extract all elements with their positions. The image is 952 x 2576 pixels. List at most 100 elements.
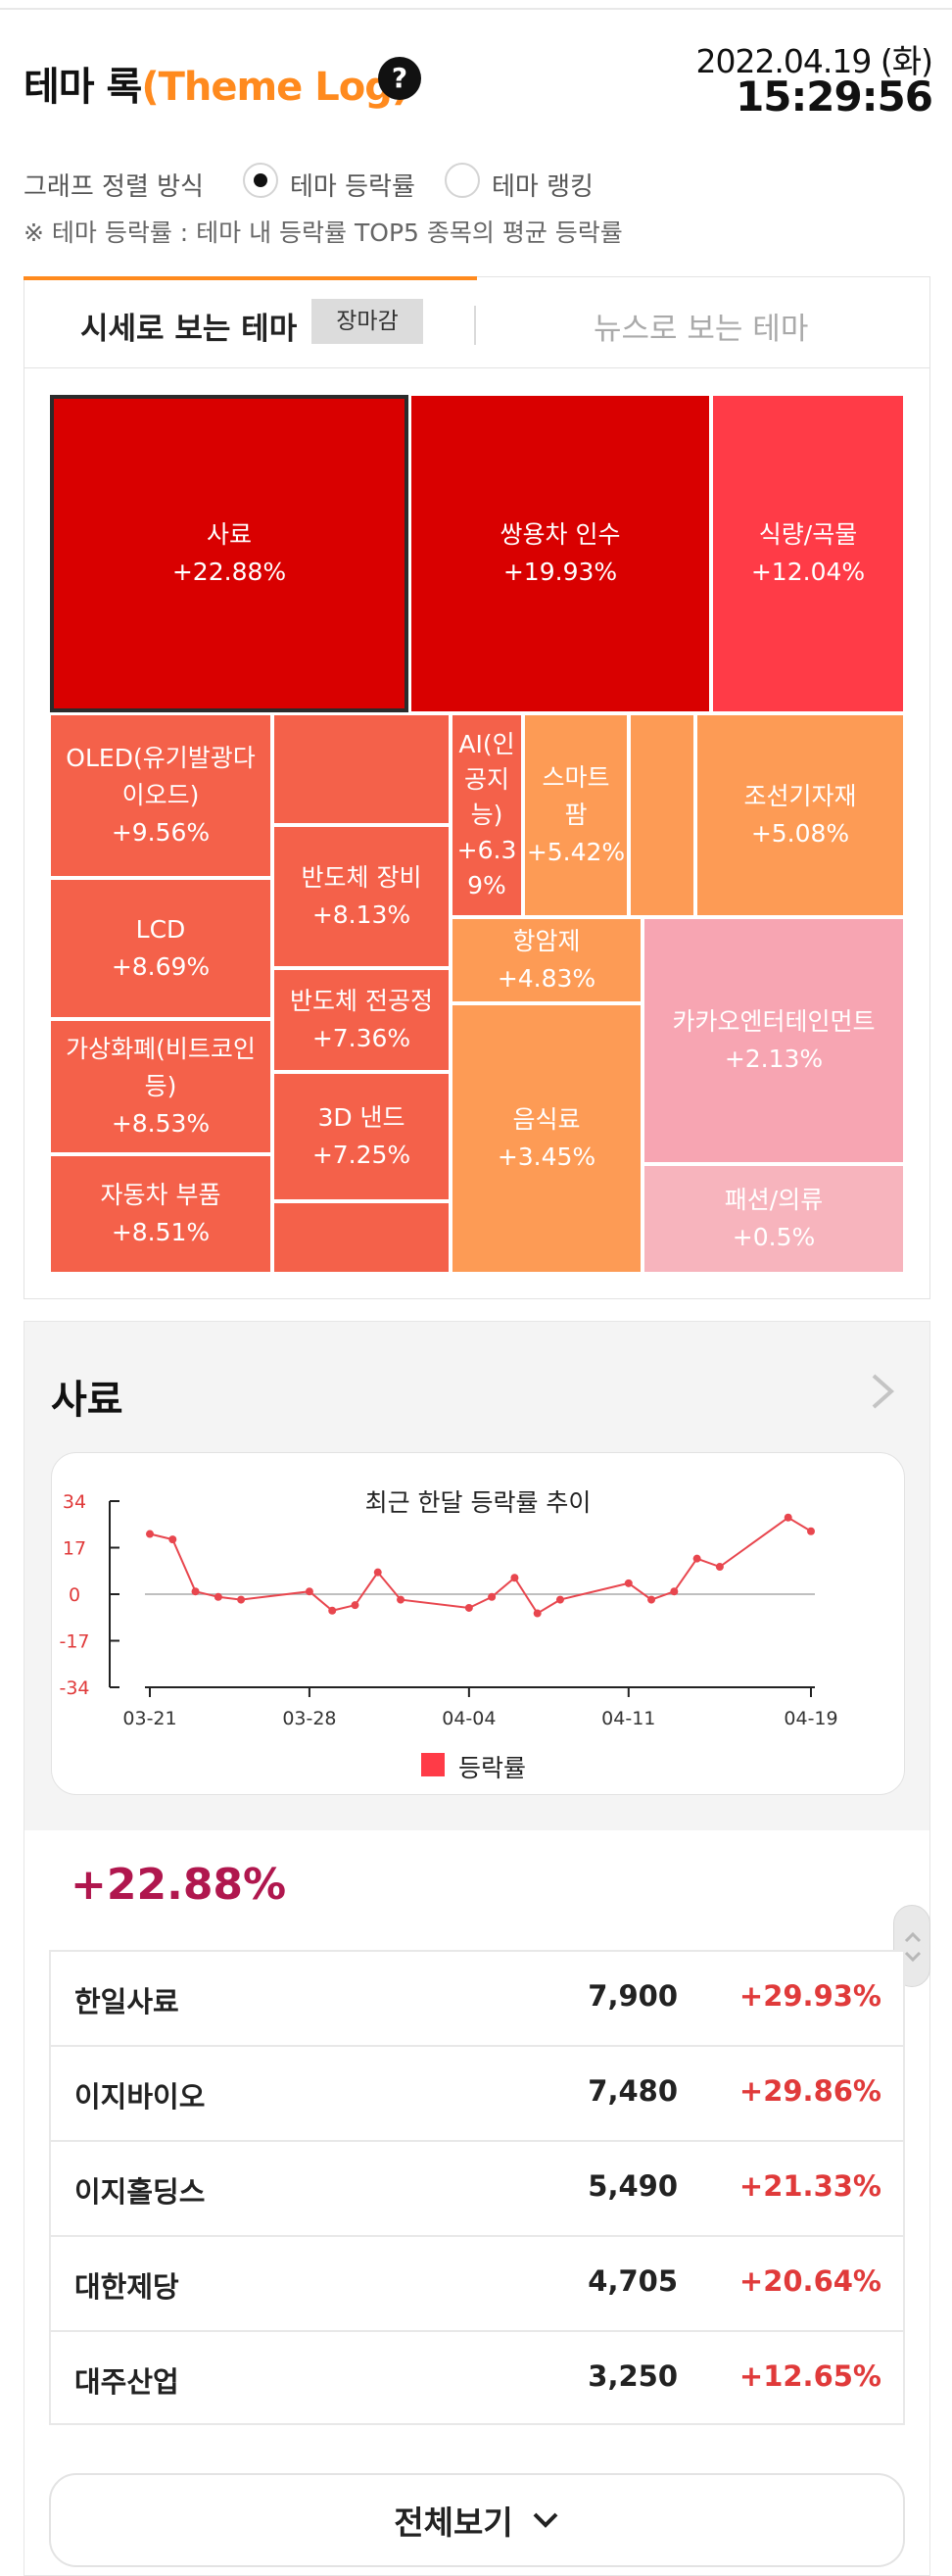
data-point [488, 1592, 497, 1601]
data-point [305, 1587, 313, 1596]
treemap-tile[interactable]: 항암제 +4.83% [451, 917, 643, 1003]
radio-theme-change[interactable] [243, 163, 278, 198]
chevron-down-icon [533, 2512, 558, 2528]
stock-name: 이지홀딩스 [74, 2175, 206, 2209]
treemap-tile[interactable]: 패션/의류 +0.5% [643, 1164, 905, 1274]
y-tick-label: 34 [63, 1491, 86, 1513]
data-point [647, 1595, 656, 1604]
data-point [807, 1527, 815, 1535]
data-point [510, 1574, 519, 1582]
stock-change: +29.86% [738, 2074, 881, 2108]
data-point [464, 1603, 473, 1612]
y-tick-label: -34 [59, 1677, 89, 1699]
data-point [670, 1587, 679, 1596]
tab-active-indicator [24, 276, 477, 280]
data-point [191, 1587, 200, 1596]
radio-theme-change-label[interactable]: 테마 등락률 [290, 172, 415, 202]
legend-label: 등락률 [458, 1754, 527, 1782]
treemap-tile[interactable]: 3D 낸드 +7.25% [272, 1072, 451, 1201]
treemap-tile[interactable] [272, 713, 451, 825]
x-tick-label: 04-04 [442, 1708, 496, 1729]
x-tick-label: 04-19 [784, 1708, 837, 1729]
treemap-tile[interactable]: 사료 +22.88% [49, 394, 409, 713]
table-row[interactable]: 이지홀딩스 5,490 +21.33% [49, 2140, 905, 2235]
data-point [214, 1592, 222, 1601]
stock-change: +29.93% [738, 1979, 881, 2013]
radio-theme-ranking[interactable] [445, 163, 480, 198]
data-point [715, 1563, 724, 1572]
treemap-tile[interactable]: 음식료 +3.45% [451, 1003, 643, 1274]
treemap-tile[interactable]: 카카오엔터테인먼트 +2.13% [643, 917, 905, 1164]
tab-news-themes[interactable]: 뉴스로 보는 테마 [594, 312, 809, 347]
stock-price: 7,900 [588, 1979, 678, 2013]
chevron-right-icon[interactable] [868, 1372, 897, 1411]
treemap-tile[interactable]: 쌍용차 인수 +19.93% [409, 394, 711, 713]
x-tick-label: 03-21 [122, 1708, 176, 1729]
data-point [146, 1530, 154, 1538]
help-icon[interactable]: ? [378, 57, 421, 100]
treemap-tile[interactable]: LCD +8.69% [49, 878, 272, 1019]
table-row[interactable]: 대주산업 3,250 +12.65% [49, 2330, 905, 2425]
top-divider [0, 8, 952, 10]
x-tick-label: 03-28 [282, 1708, 336, 1729]
series-line [149, 1516, 812, 1615]
market-closed-badge: 장마감 [311, 299, 423, 344]
table-row[interactable]: 이지바이오 7,480 +29.86% [49, 2045, 905, 2140]
stock-price: 5,490 [588, 2169, 678, 2203]
view-all-button[interactable]: 전체보기 [49, 2473, 905, 2567]
tab-price-themes[interactable]: 시세로 보는 테마 [80, 312, 298, 347]
treemap-tile[interactable]: 조선기자재 +5.08% [695, 713, 905, 917]
treemap-tile[interactable]: 자동차 부품 +8.51% [49, 1154, 272, 1274]
data-point [237, 1595, 246, 1604]
data-point [692, 1554, 701, 1563]
stock-change: +20.64% [738, 2264, 881, 2298]
treemap-frame [24, 368, 930, 1299]
legend-swatch [421, 1753, 445, 1776]
data-point [624, 1579, 633, 1587]
stock-price: 7,480 [588, 2074, 678, 2108]
y-tick-label: -17 [59, 1631, 89, 1653]
data-point [784, 1513, 792, 1522]
treemap-tile[interactable]: 가상화폐(비트코인 등) +8.53% [49, 1019, 272, 1154]
chart-title: 최근 한달 등락률 추이 [364, 1488, 592, 1517]
sort-note: ※ 테마 등락률 : 테마 내 등락률 TOP5 종목의 평균 등락률 [24, 219, 623, 247]
table-row[interactable]: 한일사료 7,900 +29.93% [49, 1950, 905, 2045]
treemap-tile[interactable]: AI(인 공지 능) +6.3 9% [451, 713, 523, 917]
x-tick-label: 04-11 [601, 1708, 655, 1729]
treemap-tile[interactable] [629, 713, 695, 917]
data-point [168, 1535, 177, 1544]
y-tick-label: 17 [63, 1538, 86, 1560]
stock-change: +21.33% [738, 2169, 881, 2203]
stock-name: 이지바이오 [74, 2080, 206, 2114]
radio-theme-ranking-label[interactable]: 테마 랭킹 [492, 172, 594, 202]
trend-chart: 34 17 0 -17 -34 03-21 03-28 04-04 04-11 04-19 [59, 1491, 837, 1729]
data-point [351, 1601, 359, 1610]
stock-change: +12.65% [738, 2359, 881, 2393]
average-change: +22.88% [71, 1860, 287, 1910]
treemap-tile[interactable]: OLED(유기발광다 이오드) +9.56% [49, 713, 272, 878]
stock-name: 한일사료 [74, 1985, 179, 2018]
time-label: 15:29:56 [736, 73, 933, 121]
y-tick-label: 0 [69, 1584, 80, 1606]
stock-name: 대주산업 [74, 2365, 179, 2399]
tab-divider [474, 306, 476, 345]
data-point [555, 1595, 564, 1604]
treemap-tile[interactable]: 반도체 전공정 +7.36% [272, 968, 451, 1072]
tab-bar [24, 276, 930, 368]
treemap-tile[interactable] [272, 1201, 451, 1274]
table-row[interactable]: 대한제당 4,705 +20.64% [49, 2235, 905, 2330]
treemap-tile[interactable]: 반도체 장비 +8.13% [272, 825, 451, 968]
treemap-tile[interactable]: 식량/곡물 +12.04% [711, 394, 905, 713]
data-point [373, 1568, 382, 1577]
stock-name: 대한제당 [74, 2270, 179, 2304]
data-point [397, 1595, 405, 1604]
stock-price: 4,705 [588, 2264, 678, 2298]
page-title: 테마 록(Theme Log) [24, 65, 409, 110]
view-all-label: 전체보기 [394, 2503, 513, 2542]
data-point [533, 1609, 542, 1618]
treemap-tile[interactable]: 스마트 팜 +5.42% [523, 713, 629, 917]
scroll-arrows-icon [904, 1931, 922, 1963]
theme-detail-title: 사료 [51, 1378, 123, 1423]
sort-label: 그래프 정렬 방식 [24, 172, 204, 202]
data-point [328, 1606, 337, 1615]
